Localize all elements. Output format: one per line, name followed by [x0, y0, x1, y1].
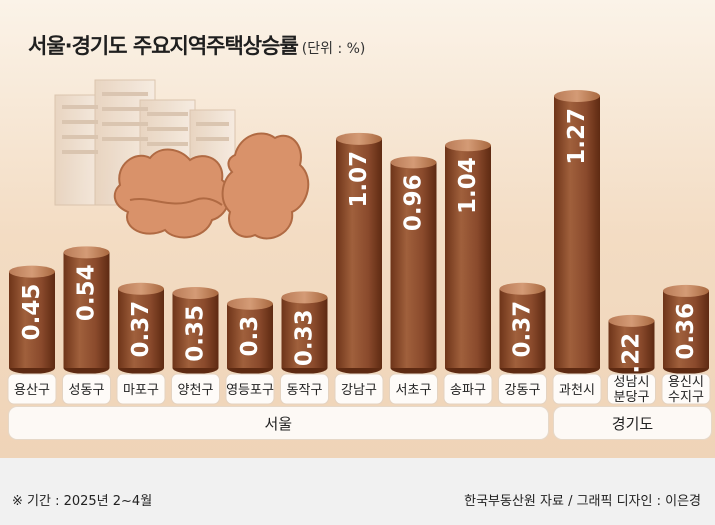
bar-value-label: 0.96: [401, 174, 427, 231]
bar-value-label: 0.54: [74, 264, 100, 321]
source-credit: 한국부동산원 자료 / 그래픽 디자인 : 이은경: [464, 494, 701, 509]
category-label: 분당구: [614, 390, 650, 405]
bar: [554, 90, 600, 374]
category-label-box: [607, 373, 656, 405]
bar-value-label: 1.04: [455, 157, 481, 214]
category-label-box: [389, 373, 438, 405]
category-label: 수지구: [668, 390, 704, 405]
category-label-box: [280, 373, 329, 405]
bar-value-label: 0.33: [292, 309, 318, 366]
bar: [227, 297, 273, 374]
bar-value-label: 1.27: [564, 108, 590, 165]
bar: [608, 314, 655, 374]
category-label-box: [171, 373, 220, 405]
bar-value-label: 0.37: [510, 301, 536, 358]
bar: [390, 156, 437, 374]
bar: [118, 282, 164, 374]
category-label: 마포구: [123, 383, 159, 398]
category-label: 강동구: [505, 383, 541, 398]
category-label-box: [62, 373, 111, 405]
footer: ※ 기간 : 2025년 2~4월 한국부동산원 자료 / 그래픽 디자인 : …: [0, 458, 715, 525]
category-label-box: [334, 373, 384, 405]
bar-value-label: 0.37: [128, 301, 154, 358]
category-label: 동작구: [287, 383, 323, 398]
category-label-box: [498, 373, 547, 405]
group-label: 서울: [8, 406, 549, 440]
category-label: 양천구: [178, 383, 214, 398]
gyeonggi-map-icon: [221, 132, 310, 240]
bar: [336, 132, 382, 374]
bar-value-label: 1.07: [346, 151, 372, 208]
chart-title: 서울·경기도 주요지역주택상승률 (단위 : %): [28, 34, 366, 58]
bar: [445, 139, 491, 374]
bar-value-label: 0.3: [237, 316, 263, 357]
category-label-box: [225, 373, 275, 405]
bar: [499, 282, 546, 374]
bar: [663, 284, 709, 374]
group-label: 경기도: [553, 406, 712, 440]
category-label: 서초구: [396, 383, 432, 398]
category-label: 영등포구: [226, 383, 274, 398]
category-label: 강남구: [341, 383, 377, 398]
category-label-box: [443, 373, 493, 405]
apartment-illustration-icon: [54, 79, 236, 206]
category-label: 과천시: [559, 383, 595, 398]
chart-unit: (단위 : %): [301, 41, 366, 57]
bar-series: 0.45 용산구 0.54 성동구 0.37 마포구 0.35 양천구 0.3 영등포구 0.33 동…: [7, 90, 711, 405]
bar-chart: 0.45 용산구 0.54 성동구 0.37 마포구 0.35 양천구 0.3 영등포구 0.33 동…: [7, 79, 711, 405]
bar-value-label: 0.45: [19, 284, 45, 341]
category-label: 용산구: [14, 383, 50, 398]
bar: [172, 287, 219, 374]
bar: [63, 246, 110, 374]
category-label-box: [7, 373, 57, 405]
period-note: ※ 기간 : 2025년 2~4월: [12, 494, 153, 509]
bar-value-label: 0.36: [673, 303, 699, 360]
category-label-box: [661, 373, 711, 405]
category-label-box: [552, 373, 602, 405]
category-label: 성남시: [614, 375, 650, 390]
category-label: 용신시: [668, 375, 704, 390]
bar-value-label: 0.35: [183, 305, 209, 362]
category-label-box: [116, 373, 166, 405]
category-label: 성동구: [69, 383, 105, 398]
bar: [281, 291, 328, 374]
bar: [9, 265, 55, 374]
category-label: 송파구: [450, 383, 486, 398]
seoul-map-icon: [113, 148, 231, 239]
